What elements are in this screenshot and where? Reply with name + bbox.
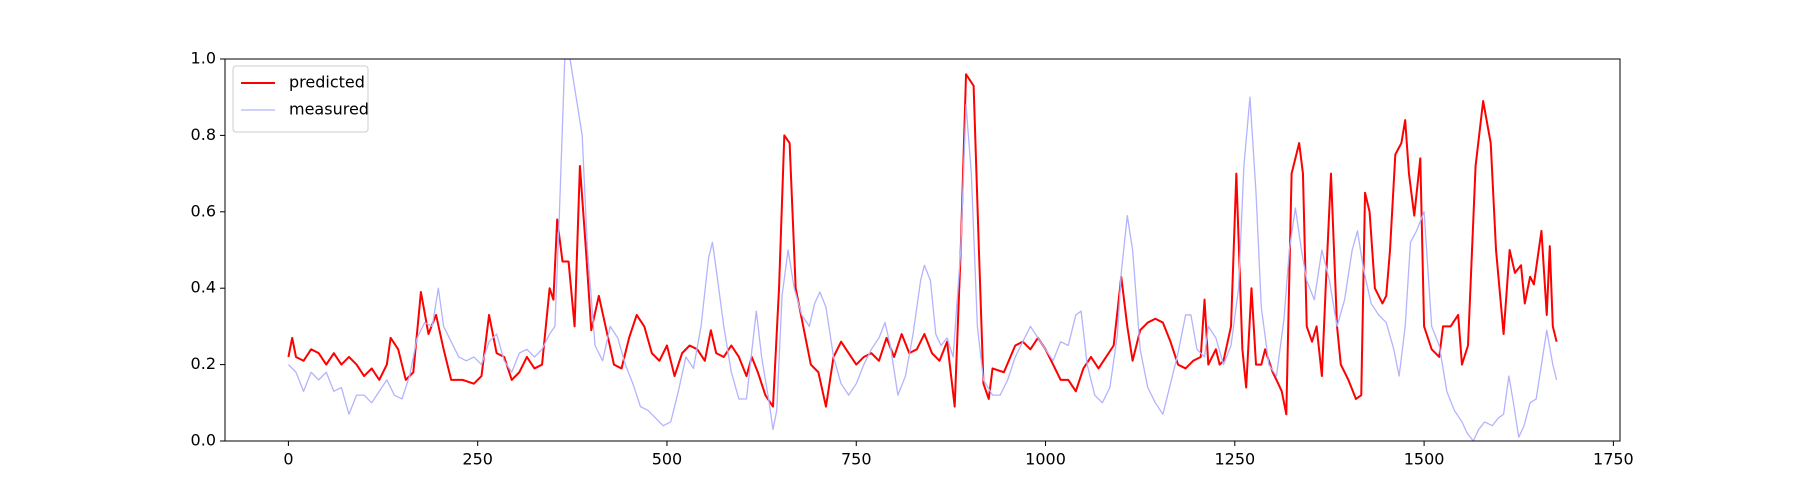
legend-label: predicted xyxy=(289,73,365,92)
y-tick-label: 0.8 xyxy=(191,125,216,144)
x-tick-label: 250 xyxy=(462,450,493,469)
axes-frame xyxy=(224,58,1621,442)
y-tick-label: 0.0 xyxy=(191,431,216,450)
legend: predicted measured xyxy=(232,65,369,133)
series-line xyxy=(287,59,1558,441)
x-tick-label: 500 xyxy=(652,450,683,469)
x-tick-label: 1250 xyxy=(1214,450,1255,469)
x-tick-label: 750 xyxy=(841,450,872,469)
x-tick-label: 1000 xyxy=(1025,450,1066,469)
y-tick-label: 0.6 xyxy=(191,201,216,220)
series-line xyxy=(287,73,1558,416)
x-tick-label: 1750 xyxy=(1593,450,1634,469)
legend-label: measured xyxy=(289,100,369,119)
y-tick-label: 0.4 xyxy=(191,278,216,297)
plot-area xyxy=(287,59,1558,441)
y-tick-label: 1.0 xyxy=(191,49,216,68)
x-tick-label: 0 xyxy=(283,450,293,469)
x-tick-label: 1500 xyxy=(1404,450,1445,469)
y-tick-label: 0.2 xyxy=(191,354,216,373)
